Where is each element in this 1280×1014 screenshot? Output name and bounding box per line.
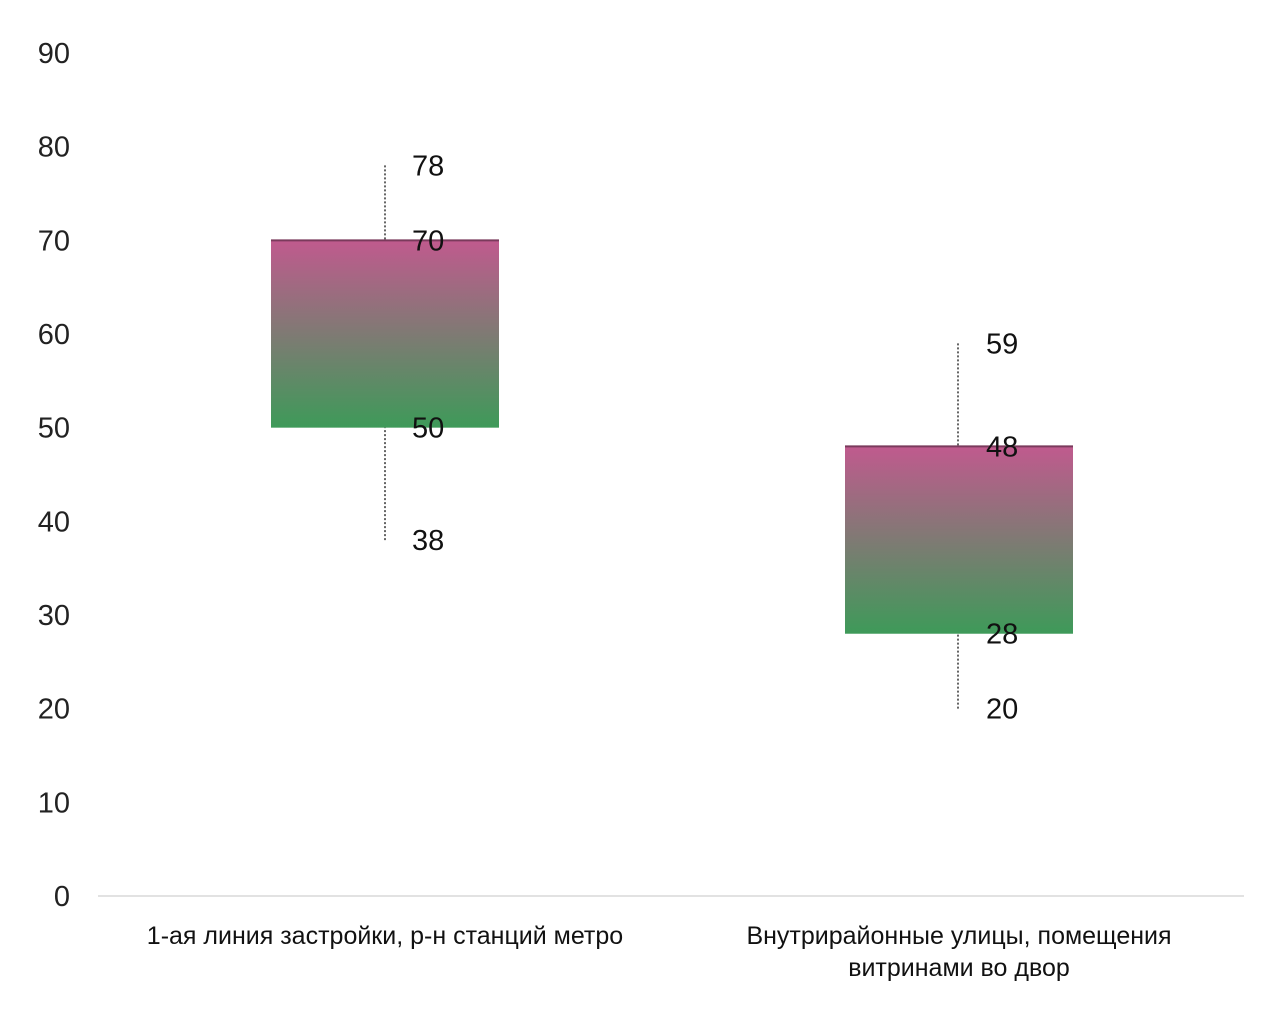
box-series: 78 70 50 38 59 48 28 20 <box>271 150 1073 726</box>
y-tick-label: 10 <box>38 787 70 819</box>
y-tick-label: 60 <box>38 319 70 351</box>
y-tick-label: 80 <box>38 132 70 164</box>
y-tick-label: 20 <box>38 694 70 726</box>
y-tick-label: 0 <box>54 881 70 913</box>
y-tick-label: 70 <box>38 225 70 257</box>
min-label: 38 <box>412 525 444 557</box>
y-axis: 0 10 20 30 40 50 60 70 80 90 <box>38 38 70 913</box>
q1-label: 50 <box>412 413 444 445</box>
x-axis: 1-ая линия застройки, р-н станций метро В… <box>147 922 1172 982</box>
x-category-label: Внутрирайонные улицы, помещения <box>746 922 1171 950</box>
box-body <box>845 446 1073 634</box>
q3-label: 48 <box>986 431 1018 463</box>
y-tick-label: 50 <box>38 413 70 445</box>
x-category-label: 1-ая линия застройки, р-н станций метро <box>147 922 623 950</box>
max-label: 59 <box>986 328 1018 360</box>
box-group: 78 70 50 38 <box>271 150 499 557</box>
box-body <box>271 240 499 428</box>
x-category-label: витринами во двор <box>848 954 1070 982</box>
max-label: 78 <box>412 150 444 182</box>
min-label: 20 <box>986 694 1018 726</box>
y-tick-label: 90 <box>38 38 70 70</box>
y-tick-label: 30 <box>38 600 70 632</box>
q3-label: 70 <box>412 225 444 257</box>
y-tick-label: 40 <box>38 506 70 538</box>
box-group: 59 48 28 20 <box>845 328 1073 726</box>
q1-label: 28 <box>986 619 1018 651</box>
